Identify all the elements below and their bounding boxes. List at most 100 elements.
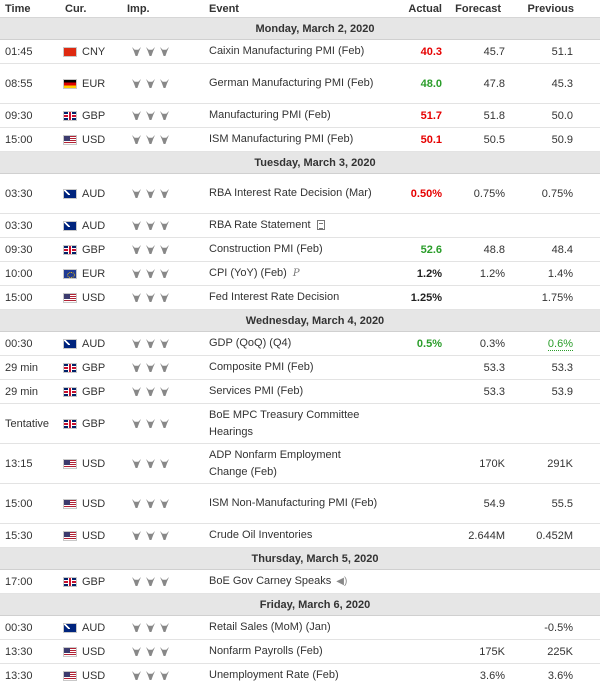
event-row[interactable]: 09:30 GBP Manufacturing PMI (Feb) 51.7 51.8 5… xyxy=(0,104,600,128)
event-name[interactable]: Fed Interest Rate Decision xyxy=(204,289,382,306)
event-label[interactable]: Fed Interest Rate Decision xyxy=(209,291,340,303)
event-label[interactable]: Nonfarm Payrolls (Feb) xyxy=(209,645,323,657)
previous-value: 0.75% xyxy=(541,187,573,200)
bull-icon xyxy=(160,419,169,428)
event-label[interactable]: Caixin Manufacturing PMI (Feb) xyxy=(209,45,365,57)
importance-rating xyxy=(122,47,204,56)
day-header: Friday, March 6, 2020 xyxy=(0,594,600,616)
event-row[interactable]: 17:00 GBP BoE Gov Carney Speaks ◀) xyxy=(0,570,600,594)
event-forecast: 0.75% xyxy=(473,187,505,200)
header-forecast[interactable]: Forecast xyxy=(455,2,501,15)
event-name[interactable]: Crude Oil Inventories xyxy=(204,527,382,544)
event-previous: 53.3 xyxy=(507,362,600,374)
event-name[interactable]: BoE MPC Treasury Committee Hearings xyxy=(204,407,382,441)
event-name[interactable]: ISM Manufacturing PMI (Feb) xyxy=(204,131,382,148)
event-name[interactable]: Composite PMI (Feb) xyxy=(204,359,382,376)
event-name[interactable]: Unemployment Rate (Feb) xyxy=(204,667,382,684)
event-row[interactable]: 10:00 EUR CPI (YoY) (Feb) P 1.2% 1.2% 1.4% xyxy=(0,262,600,286)
event-row[interactable]: 03:30 AUD RBA Interest Rate Decision (Mar)… xyxy=(0,174,600,214)
day-header: Monday, March 2, 2020 xyxy=(0,18,600,40)
event-name[interactable]: Nonfarm Payrolls (Feb) xyxy=(204,643,382,660)
speaker-icon[interactable]: ◀) xyxy=(336,576,348,587)
bull-icon xyxy=(146,531,155,540)
event-name[interactable]: GDP (QoQ) (Q4) xyxy=(204,335,382,352)
event-row[interactable]: 13:15 USD ADP Nonfarm Employment Change (F… xyxy=(0,444,600,484)
event-label[interactable]: ISM Manufacturing PMI (Feb) xyxy=(209,133,354,145)
event-label[interactable]: Composite PMI (Feb) xyxy=(209,361,314,373)
bull-icon xyxy=(132,47,141,56)
event-row[interactable]: 15:00 USD ISM Non-Manufacturing PMI (Feb) 5… xyxy=(0,484,600,524)
event-forecast: 170K xyxy=(479,457,505,470)
header-currency[interactable]: Cur. xyxy=(65,2,87,15)
event-row[interactable]: 15:00 USD Fed Interest Rate Decision 1.25% 1… xyxy=(0,286,600,310)
event-currency: GBP xyxy=(60,386,122,398)
event-label[interactable]: BoE MPC Treasury Committee Hearings xyxy=(209,408,360,438)
event-row[interactable]: 15:00 USD ISM Manufacturing PMI (Feb) 50.1 5… xyxy=(0,128,600,152)
event-time: 00:30 xyxy=(5,621,33,634)
currency-code: USD xyxy=(82,669,106,682)
header-previous[interactable]: Previous xyxy=(527,2,574,15)
event-label[interactable]: GDP (QoQ) (Q4) xyxy=(209,337,292,349)
event-name[interactable]: BoE Gov Carney Speaks ◀) xyxy=(204,573,382,590)
event-row[interactable]: 03:30 AUD RBA Rate Statement xyxy=(0,214,600,238)
event-name[interactable]: Retail Sales (MoM) (Jan) xyxy=(204,619,382,636)
event-name[interactable]: ISM Non-Manufacturing PMI (Feb) xyxy=(204,495,382,512)
event-label[interactable]: Crude Oil Inventories xyxy=(209,529,313,541)
event-label[interactable]: CPI (YoY) (Feb) xyxy=(209,267,287,279)
event-row[interactable]: 15:30 USD Crude Oil Inventories 2.644M 0.452… xyxy=(0,524,600,548)
event-label[interactable]: Construction PMI (Feb) xyxy=(209,243,323,255)
currency-code: AUD xyxy=(82,219,106,232)
event-currency: USD xyxy=(60,530,122,542)
event-label[interactable]: Unemployment Rate (Feb) xyxy=(209,669,339,681)
previous-value: 53.9 xyxy=(551,385,573,398)
event-label[interactable]: RBA Interest Rate Decision (Mar) xyxy=(209,187,372,199)
event-name[interactable]: RBA Interest Rate Decision (Mar) xyxy=(204,185,382,202)
event-row[interactable]: 00:30 AUD Retail Sales (MoM) (Jan) -0.5% xyxy=(0,616,600,640)
event-row[interactable]: 09:30 GBP Construction PMI (Feb) 52.6 48.8 48… xyxy=(0,238,600,262)
event-row[interactable]: 00:30 AUD GDP (QoQ) (Q4) 0.5% 0.3% 0.6% xyxy=(0,332,600,356)
event-name[interactable]: ADP Nonfarm Employment Change (Feb) xyxy=(204,447,382,481)
event-actual: 50.1 xyxy=(420,133,442,146)
header-event[interactable]: Event xyxy=(209,2,239,15)
header-importance[interactable]: Imp. xyxy=(127,2,150,15)
event-label[interactable]: ADP Nonfarm Employment Change (Feb) xyxy=(209,448,341,478)
event-label[interactable]: BoE Gov Carney Speaks xyxy=(209,575,332,587)
event-row[interactable]: 29 min GBP Services PMI (Feb) 53.3 53.9 xyxy=(0,380,600,404)
event-name[interactable]: Manufacturing PMI (Feb) xyxy=(204,107,382,124)
event-actual: 1.2% xyxy=(416,267,442,280)
header-time[interactable]: Time xyxy=(5,2,31,15)
event-row[interactable]: 08:55 EUR German Manufacturing PMI (Feb) 48… xyxy=(0,64,600,104)
header-actual[interactable]: Actual xyxy=(408,2,442,15)
event-row[interactable]: 13:30 USD Nonfarm Payrolls (Feb) 175K 225K xyxy=(0,640,600,664)
event-time: 09:30 xyxy=(5,109,33,122)
bull-icon xyxy=(160,111,169,120)
event-time: 08:55 xyxy=(5,77,33,90)
event-label[interactable]: Services PMI (Feb) xyxy=(209,385,304,397)
event-row[interactable]: 13:30 USD Unemployment Rate (Feb) 3.6% 3.6% xyxy=(0,664,600,686)
event-label[interactable]: ISM Non-Manufacturing PMI (Feb) xyxy=(209,497,378,509)
bull-icon xyxy=(146,135,155,144)
flag-icon xyxy=(63,386,77,397)
event-forecast: 1.2% xyxy=(479,267,505,280)
event-name[interactable]: RBA Rate Statement xyxy=(204,217,382,234)
event-label[interactable]: German Manufacturing PMI (Feb) xyxy=(209,77,374,89)
event-label[interactable]: Manufacturing PMI (Feb) xyxy=(209,109,331,121)
event-name[interactable]: Services PMI (Feb) xyxy=(204,383,382,400)
currency-code: EUR xyxy=(82,267,106,280)
flag-icon xyxy=(63,362,77,373)
bull-icon xyxy=(132,221,141,230)
event-label[interactable]: Retail Sales (MoM) (Jan) xyxy=(209,621,331,633)
event-row[interactable]: Tentative GBP BoE MPC Treasury Committee H… xyxy=(0,404,600,444)
event-label[interactable]: RBA Rate Statement xyxy=(209,219,311,231)
event-name[interactable]: Construction PMI (Feb) xyxy=(204,241,382,258)
bull-icon xyxy=(132,79,141,88)
importance-rating xyxy=(122,459,204,468)
bull-icon xyxy=(132,111,141,120)
event-name[interactable]: Caixin Manufacturing PMI (Feb) xyxy=(204,43,382,60)
document-icon[interactable] xyxy=(316,220,325,231)
event-name[interactable]: German Manufacturing PMI (Feb) xyxy=(204,75,382,92)
event-row[interactable]: 01:45 CNY Caixin Manufacturing PMI (Feb) 40… xyxy=(0,40,600,64)
event-name[interactable]: CPI (YoY) (Feb) P xyxy=(204,265,382,282)
event-row[interactable]: 29 min GBP Composite PMI (Feb) 53.3 53.3 xyxy=(0,356,600,380)
flag-icon xyxy=(63,530,77,541)
